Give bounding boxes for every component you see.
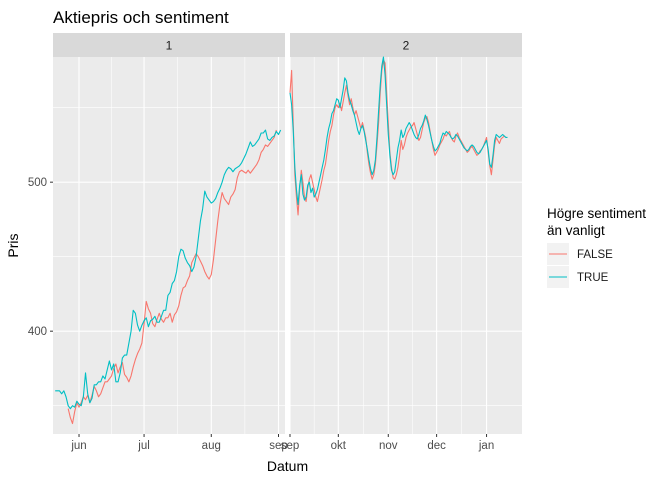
facet-panel-background-2 xyxy=(290,57,522,434)
facet-strip-2 xyxy=(290,33,522,57)
y-tick-label: 500 xyxy=(28,177,47,189)
facet-grid-2 xyxy=(289,57,522,434)
facet-panel-background-1 xyxy=(53,57,285,434)
x-tick-label: sep xyxy=(281,440,300,452)
facet-strip-label-2: 2 xyxy=(403,39,410,53)
facet-lines-1 xyxy=(55,129,282,425)
y-tick-label: 400 xyxy=(28,326,47,338)
series-line-true xyxy=(289,56,508,206)
legend-label-true: TRUE xyxy=(577,272,609,284)
legend-label-false: FALSE xyxy=(577,249,613,261)
facet-panel-2: 2 sep okt nov dec jan xyxy=(281,33,522,452)
x-tick-label: nov xyxy=(379,440,398,452)
legend-item-true: TRUE xyxy=(547,266,609,288)
facet-grid-1 xyxy=(53,57,285,434)
facet-x-ticks-2: sep okt nov dec jan xyxy=(281,434,494,452)
y-axis: 400 500 xyxy=(28,177,53,338)
x-tick-label: dec xyxy=(427,440,446,452)
series-line-true xyxy=(55,129,282,410)
legend-title-line-2: än vanligt xyxy=(547,223,605,238)
legend: Högre sentiment än vanligt FALSE TRUE xyxy=(547,206,646,288)
x-axis-title: Datum xyxy=(267,458,308,474)
series-line-false xyxy=(289,59,507,216)
y-axis-title: Pris xyxy=(5,233,21,257)
facet-panel-1: 1 jun jul aug sep xyxy=(53,33,288,452)
x-tick-label: jul xyxy=(137,440,150,452)
facet-strip-label-1: 1 xyxy=(166,39,173,53)
facet-lines-2 xyxy=(289,56,508,216)
x-tick-label: jan xyxy=(478,440,494,452)
chart-title: Aktiepris och sentiment xyxy=(53,8,229,27)
legend-title-line-1: Högre sentiment xyxy=(547,206,646,221)
facet-strip-1 xyxy=(53,33,285,57)
x-tick-label: sep xyxy=(269,440,288,452)
x-tick-label: okt xyxy=(331,440,347,452)
facet-x-ticks-1: jun jul aug sep xyxy=(70,434,288,452)
legend-item-false: FALSE xyxy=(547,243,613,265)
x-tick-label: jun xyxy=(70,440,86,452)
series-line-false xyxy=(67,129,277,425)
x-tick-label: aug xyxy=(202,440,221,452)
